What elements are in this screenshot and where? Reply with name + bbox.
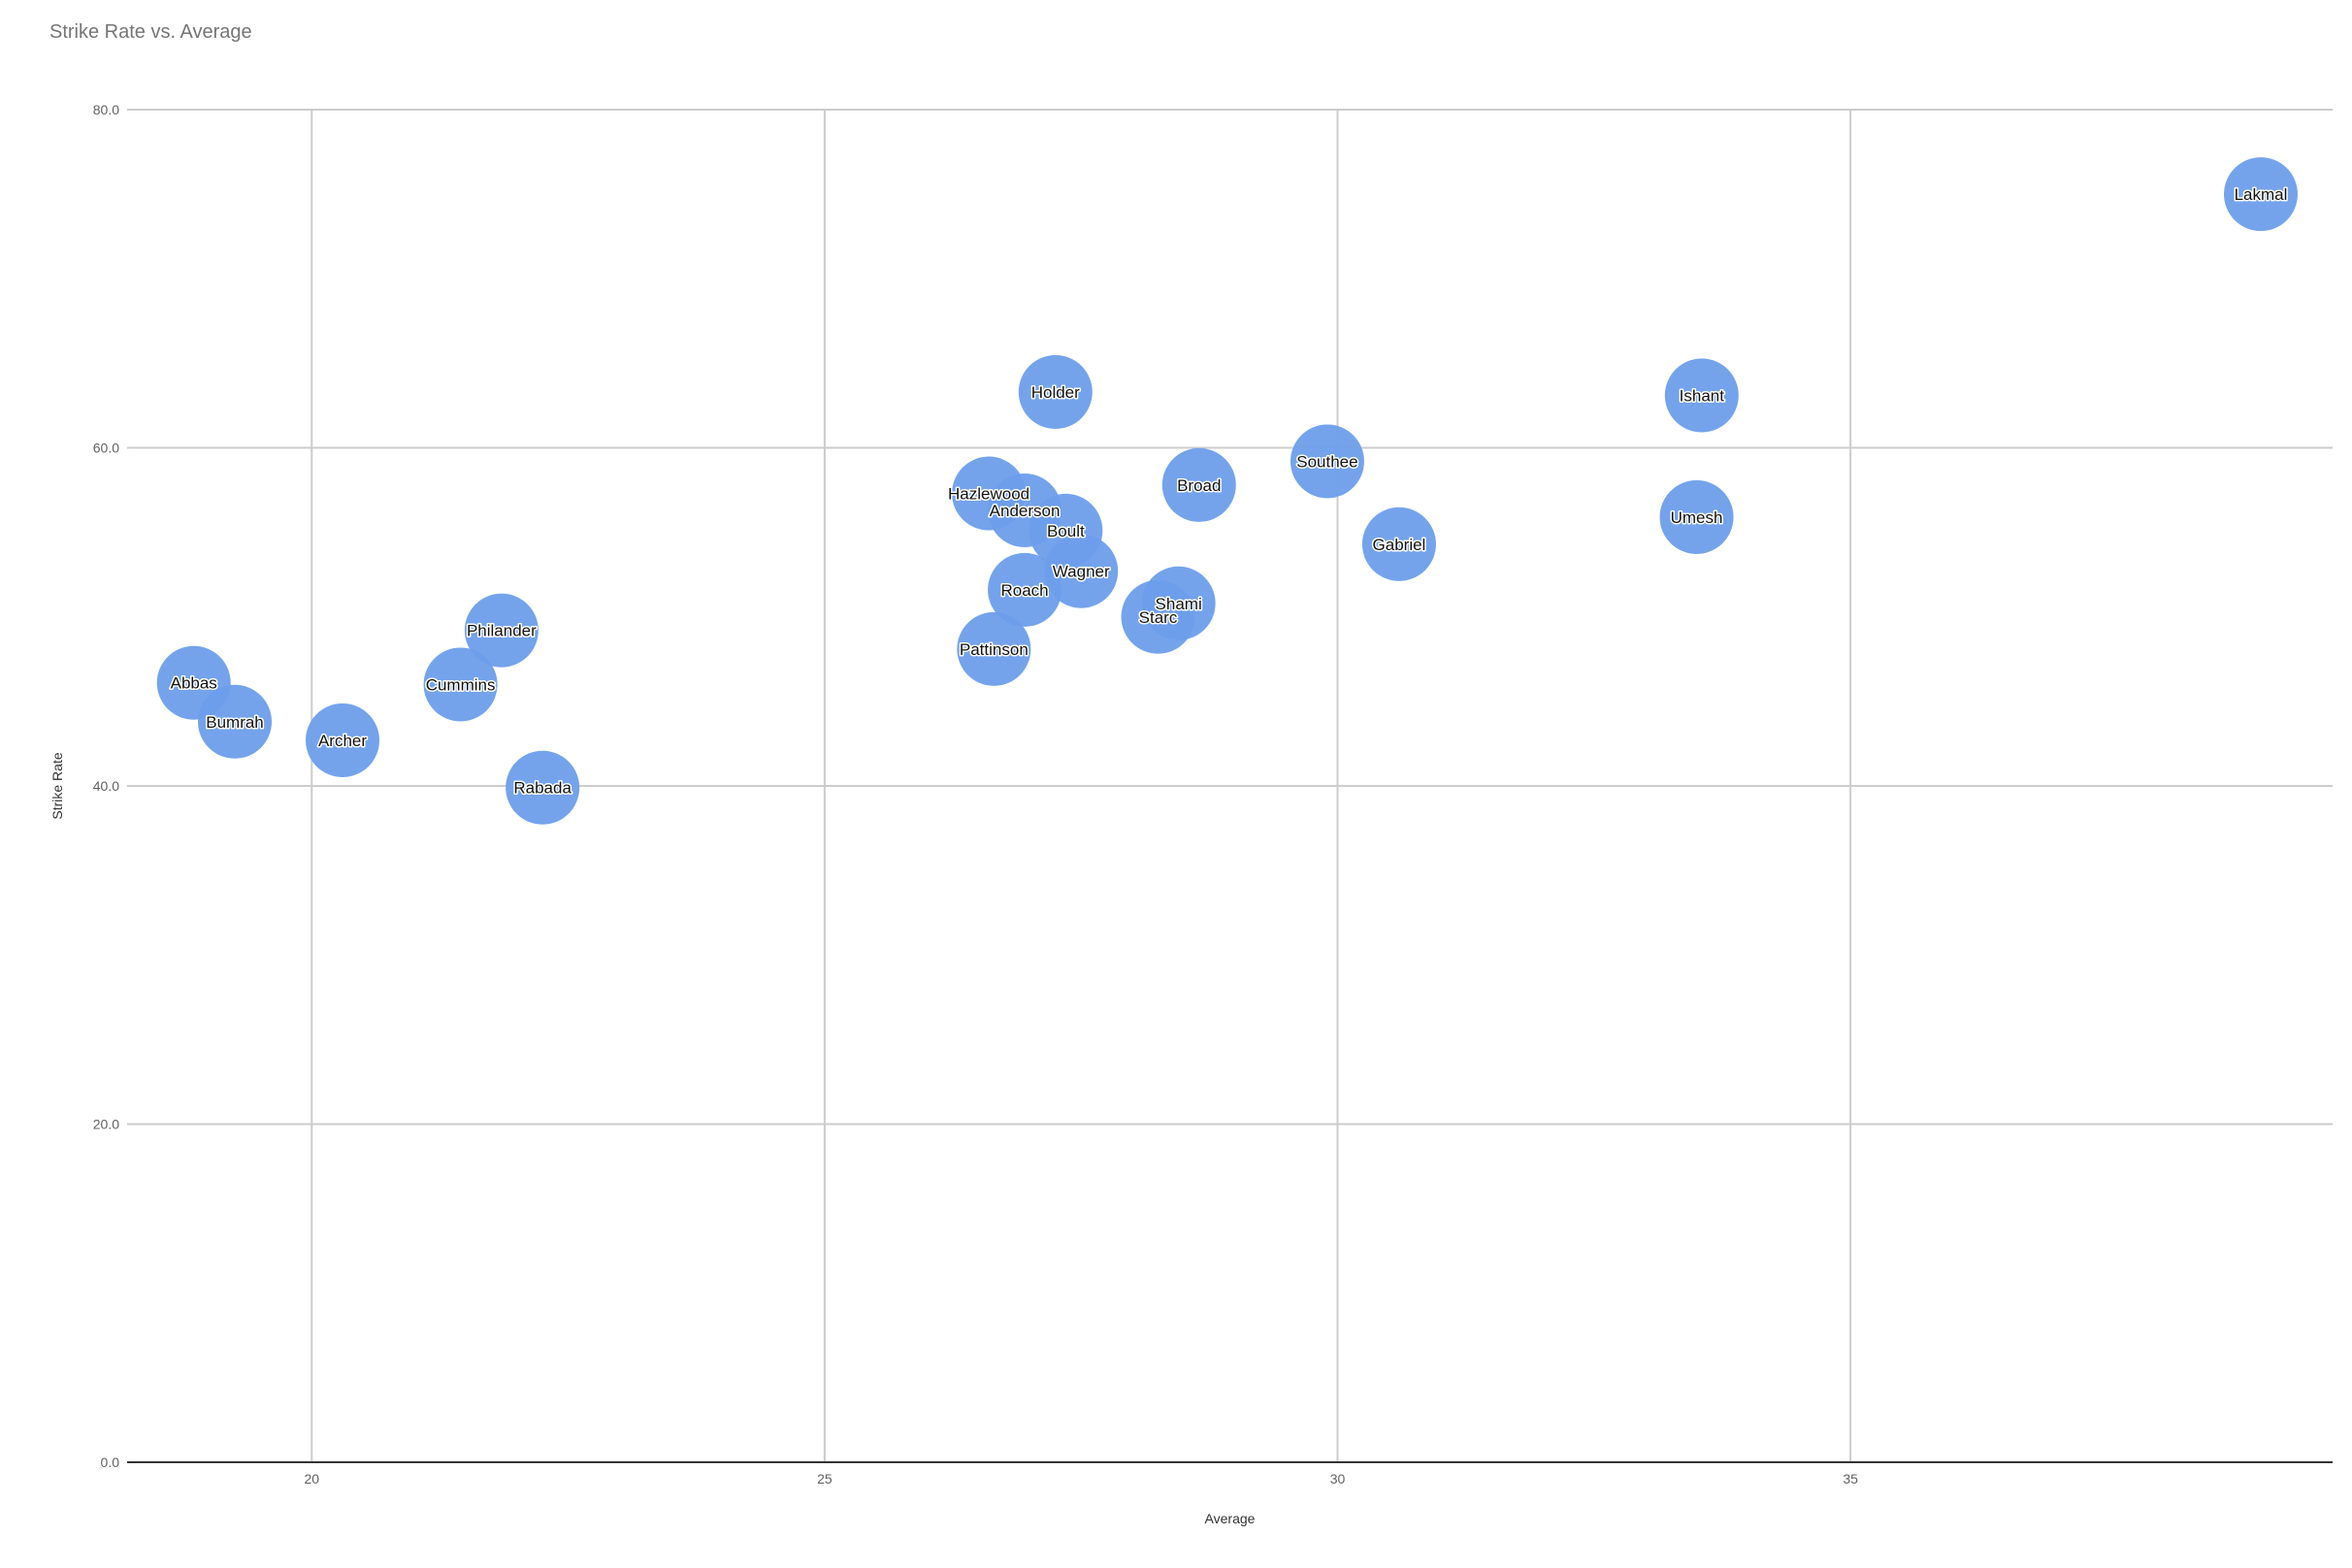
data-point-wagner (1044, 534, 1119, 608)
y-tick-label: 0.0 (101, 1454, 120, 1470)
data-point-roach (988, 552, 1062, 627)
data-label-hazlewood: Hazlewood (948, 485, 1029, 504)
data-label-umesh: Umesh (1671, 508, 1723, 527)
x-axis-title: Average (1205, 1511, 1256, 1526)
data-label-cummins: Cummins (426, 675, 496, 694)
data-point-philander (464, 593, 539, 668)
x-tick-label: 35 (1843, 1471, 1858, 1486)
data-label-bumrah: Bumrah (206, 713, 264, 732)
x-tick-label: 30 (1330, 1471, 1346, 1486)
data-point-broad (1161, 447, 1236, 522)
data-point-archer (306, 702, 380, 777)
data-point-rabada (506, 750, 580, 825)
data-label-gabriel: Gabriel (1373, 536, 1426, 554)
y-axis-title: Strike Rate (49, 752, 65, 819)
x-tick-label: 20 (305, 1471, 320, 1486)
data-label-rabada: Rabada (513, 779, 572, 798)
gridlines (127, 109, 2333, 1462)
data-point-lakmal (2223, 157, 2298, 232)
data-label-starc: Starc (1139, 608, 1178, 627)
data-point-southee (1290, 424, 1364, 499)
data-point-umesh (1659, 479, 1734, 554)
data-label-archer: Archer (318, 732, 367, 750)
data-point-ishant (1664, 358, 1739, 433)
data-points (156, 157, 2298, 825)
data-point-gabriel (1361, 506, 1436, 581)
y-tick-label: 60.0 (93, 441, 119, 456)
data-point-holder (1018, 354, 1093, 429)
data-label-abbas: Abbas (171, 674, 217, 693)
chart-title: Strike Rate vs. Average (49, 21, 252, 43)
data-label-anderson: Anderson (990, 502, 1061, 520)
axes: 0.0 20.0 40.0 60.0 80.0 20 25 30 35 Average Strike… (49, 102, 2333, 1526)
data-label-boult: Boult (1047, 522, 1085, 540)
data-point-pattinson (957, 611, 1031, 686)
x-tick-label: 25 (817, 1471, 833, 1486)
data-label-shami: Shami (1156, 595, 1202, 613)
data-label-broad: Broad (1177, 476, 1221, 495)
data-point-bumrah (198, 684, 273, 759)
data-label-southee: Southee (1296, 452, 1357, 471)
data-label-holder: Holder (1031, 383, 1080, 402)
data-label-wagner: Wagner (1053, 563, 1110, 581)
data-label-lakmal: Lakmal (2235, 185, 2288, 204)
data-point-starc (1121, 579, 1195, 654)
data-label-ishant: Ishant (1680, 386, 1725, 405)
data-label-philander: Philander (467, 622, 537, 640)
y-tick-label: 20.0 (93, 1117, 119, 1132)
data-label-pattinson: Pattinson (960, 640, 1029, 659)
data-label-roach: Roach (1000, 581, 1048, 600)
y-tick-label: 40.0 (93, 778, 119, 794)
data-point-cummins (423, 647, 498, 722)
y-tick-label: 80.0 (93, 102, 119, 117)
